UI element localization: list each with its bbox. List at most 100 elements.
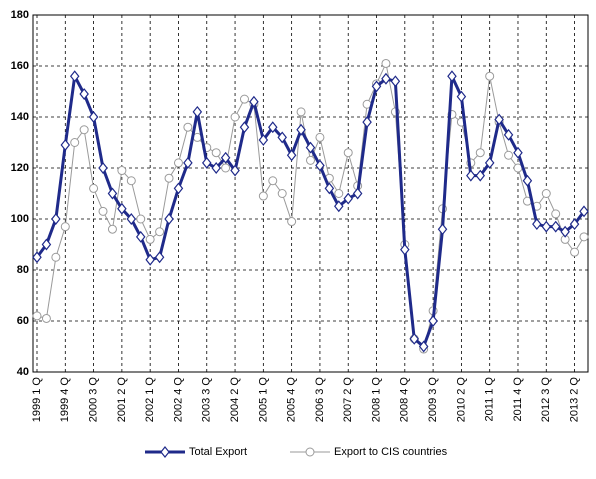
x-tick-label: 2004 2 Q (229, 377, 241, 423)
point (532, 218, 542, 231)
point (550, 220, 561, 233)
point (381, 72, 391, 85)
point (315, 159, 325, 172)
x-tick-label: 2000 3 Q (87, 377, 99, 423)
point (230, 112, 240, 122)
y-tick-label: 140 (11, 111, 29, 123)
point (277, 189, 287, 198)
point (155, 227, 165, 237)
point (211, 148, 221, 158)
legend-marker (160, 446, 170, 458)
legend-label: Total Export (189, 446, 247, 458)
point (126, 176, 136, 186)
point (201, 156, 212, 169)
point (466, 169, 476, 182)
point (381, 58, 391, 68)
point (154, 251, 165, 264)
point (551, 209, 561, 219)
point (522, 174, 533, 187)
point (135, 230, 146, 243)
point (88, 111, 99, 123)
point (164, 173, 174, 183)
point (428, 315, 438, 327)
x-tick-label: 1999 1 Q (31, 377, 43, 423)
point (258, 191, 268, 201)
point (183, 122, 193, 132)
y-tick-label: 80 (17, 264, 29, 276)
point (107, 224, 117, 234)
point (343, 192, 353, 205)
point (296, 123, 306, 136)
point (32, 311, 42, 321)
point (579, 205, 589, 218)
point (173, 182, 184, 195)
point (41, 238, 52, 251)
point (494, 113, 504, 126)
point (306, 155, 315, 165)
y-tick-label: 180 (11, 9, 29, 21)
point (79, 125, 89, 135)
point (51, 213, 61, 225)
point (485, 71, 495, 81)
point (183, 156, 193, 169)
point (475, 169, 486, 182)
point (456, 90, 467, 103)
point (70, 138, 80, 147)
point (324, 182, 335, 195)
legend-marker (305, 447, 315, 457)
x-tick-label: 2005 1 Q (257, 377, 269, 423)
point (98, 206, 108, 216)
y-tick-label: 160 (11, 60, 29, 72)
point (268, 121, 278, 134)
point (334, 200, 344, 213)
point (569, 218, 580, 231)
point (230, 164, 240, 177)
point (239, 94, 249, 104)
x-tick-label: 2002 1 Q (144, 377, 156, 423)
point (79, 88, 89, 101)
point (107, 187, 118, 200)
x-tick-label: 2008 1 Q (370, 377, 382, 423)
point (32, 251, 42, 264)
point (145, 253, 155, 266)
point (258, 133, 269, 146)
point (484, 156, 495, 169)
x-tick-label: 2009 3 Q (427, 377, 439, 423)
point (315, 132, 325, 142)
x-tick-label: 2013 2 Q (568, 377, 580, 423)
point (126, 213, 137, 225)
x-tick-label: 1999 4 Q (59, 377, 71, 423)
point (447, 70, 457, 83)
point (437, 223, 448, 236)
point (504, 150, 514, 160)
point (60, 139, 71, 152)
x-tick-label: 2007 2 Q (342, 377, 354, 423)
point (390, 75, 401, 88)
point (343, 148, 353, 158)
point (277, 131, 287, 144)
point (239, 121, 250, 134)
point (503, 128, 514, 141)
point (409, 332, 420, 345)
point (221, 163, 231, 173)
x-tick-label: 2010 2 Q (455, 377, 467, 423)
point (371, 80, 382, 93)
point (287, 217, 297, 227)
point (296, 107, 306, 117)
x-tick-label: 2012 3 Q (540, 377, 552, 423)
point (117, 202, 127, 215)
plot-border (32, 14, 589, 373)
point (418, 340, 429, 353)
point (60, 222, 70, 232)
point (400, 243, 410, 256)
point (249, 95, 259, 108)
x-tick-label: 2001 2 Q (116, 377, 128, 423)
point (570, 247, 580, 257)
point (541, 220, 552, 233)
point (69, 70, 80, 83)
point (164, 213, 174, 225)
point (173, 158, 183, 168)
point (41, 313, 51, 323)
point (268, 176, 278, 186)
point (513, 146, 523, 159)
